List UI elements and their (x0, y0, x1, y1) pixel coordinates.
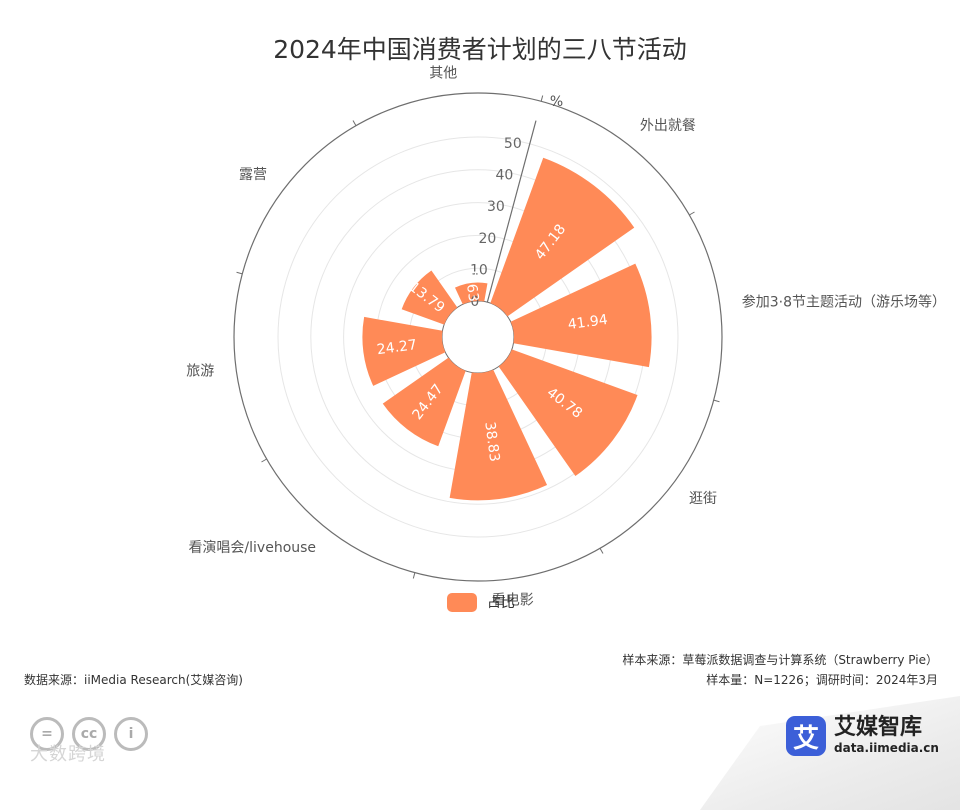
person-icon: i (114, 717, 148, 751)
grid-ring-5 (277, 136, 679, 538)
bar-value-label-1: 41.94 (567, 312, 609, 333)
category-label-5: 旅游 (186, 364, 214, 380)
category-label-3: 看电影 (492, 593, 534, 609)
category-label-4: 看演唱会/livehouse (188, 540, 316, 556)
bar-2 (498, 349, 638, 477)
category-label-0: 外出就餐 (640, 118, 696, 134)
category-label-2: 逛街 (689, 491, 717, 507)
equal-icon: = (30, 717, 64, 751)
bar-0 (490, 157, 635, 317)
ring-tick-6 (236, 271, 243, 275)
radial-tick-label-5: 50 (504, 136, 522, 152)
ring-tick-7 (352, 120, 357, 126)
ring-tick-0 (540, 95, 544, 102)
ring-tick-2 (713, 399, 720, 403)
legend-label: 占比 (487, 595, 515, 611)
radial-axis: 0 10 20 30 40 50% (470, 94, 563, 310)
bar-1 (510, 263, 652, 368)
radial-tick-label-3: 30 (487, 199, 505, 215)
bar-4 (382, 357, 466, 447)
category-label-6: 露营 (239, 167, 267, 183)
category-label-7: 其他 (429, 65, 457, 81)
bar-5 (362, 316, 446, 386)
radial-tick-label-4: 40 (495, 167, 513, 183)
ring-tick-1 (689, 211, 695, 216)
inner-ring (441, 300, 515, 374)
legend[interactable]: 占比 (447, 592, 515, 612)
outer-ring (233, 92, 723, 582)
bar-value-label-7: 5.63 (461, 270, 481, 303)
cc-license: = cc i (30, 717, 148, 751)
brand-name: 艾媒智库 (834, 715, 923, 740)
category-label-1: 参加3·8节主题活动（游乐场等） (742, 293, 946, 310)
bar-7 (454, 282, 488, 305)
chart-title: 2024年中国消费者计划的三八节活动 (273, 35, 687, 64)
bar-value-label-5: 24.27 (376, 337, 418, 358)
radial-axis-line (486, 120, 537, 303)
chart-bars (362, 157, 652, 501)
cc-icon: cc (72, 717, 106, 751)
ring-tick-3 (599, 548, 604, 554)
bar-6 (401, 270, 458, 325)
radial-axis-unit: % (550, 94, 563, 110)
watermark: 大数跨境 (30, 744, 106, 765)
radial-tick-label-1: 10 (470, 263, 488, 279)
bar-value-label-3: 38.83 (481, 421, 502, 463)
brand-url: data.iimedia.cn (834, 741, 939, 755)
radial-tick-label-2: 20 (478, 231, 496, 247)
brand: 艾 艾媒智库 data.iimedia.cn (786, 716, 939, 756)
brand-logo-icon: 艾 (786, 716, 826, 756)
radial-tick-label-0: 0 (470, 294, 479, 310)
sample-source: 样本来源：草莓派数据调查与计算系统（Strawberry Pie） (622, 653, 938, 667)
sample-size: 样本量：N=1226；调研时间：2024年3月 (706, 673, 938, 687)
ring-tick-4 (412, 572, 416, 579)
legend-swatch (447, 592, 477, 612)
ring-tick-5 (261, 458, 267, 463)
data-source: 数据来源：iiMedia Research(艾媒咨询) (24, 673, 243, 687)
bar-3 (449, 369, 548, 501)
